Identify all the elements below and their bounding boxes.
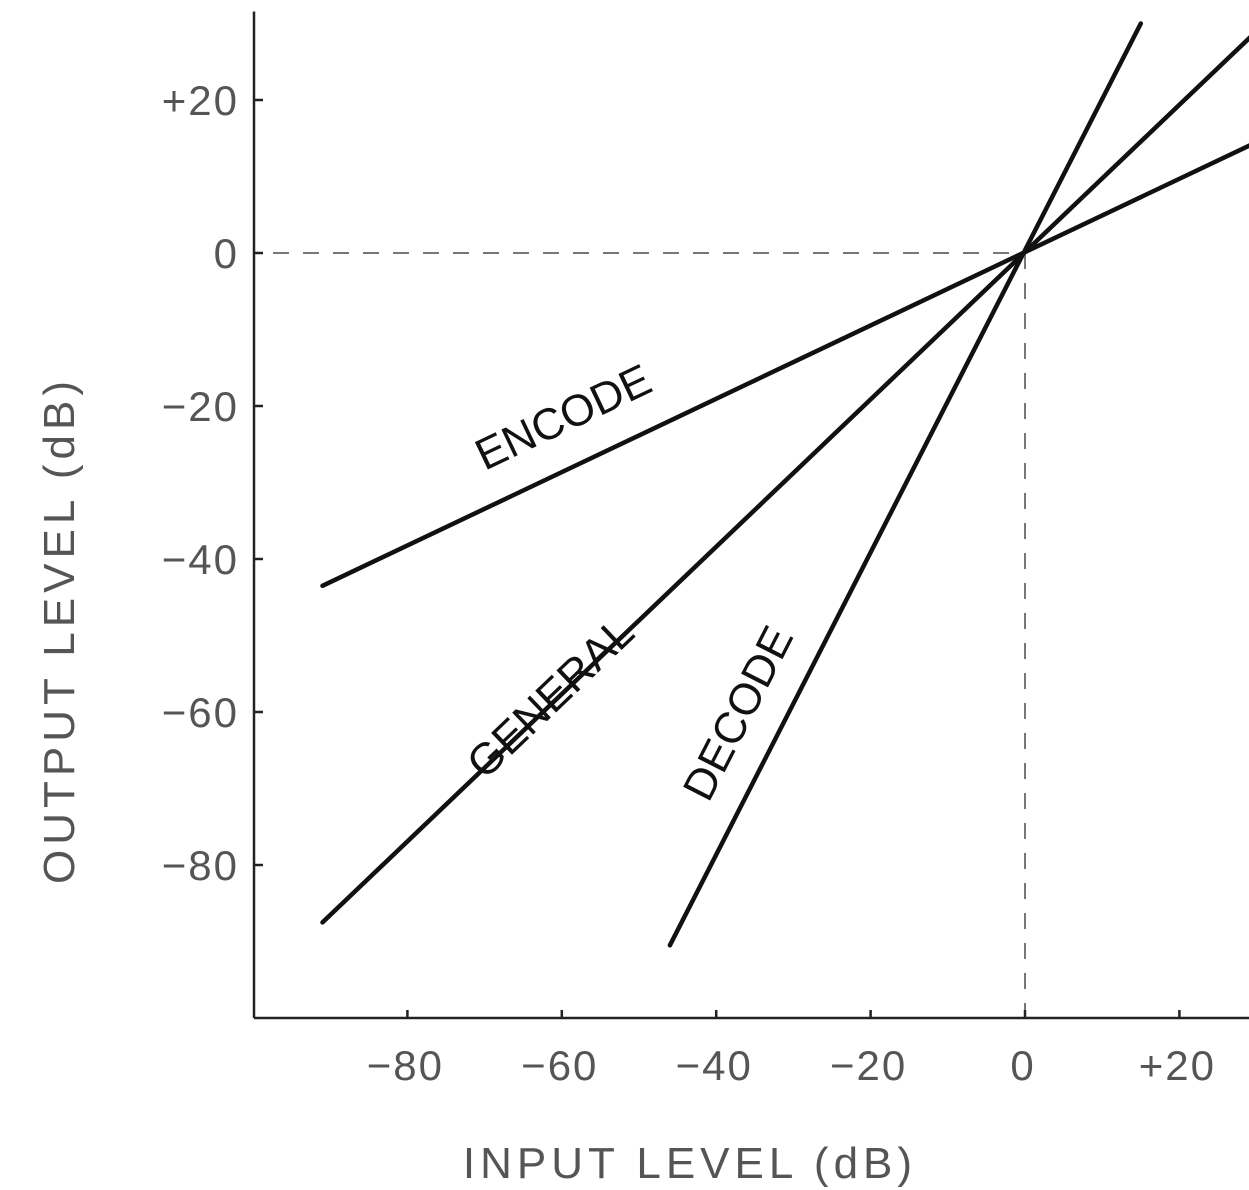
x-tick-label: −60: [521, 1042, 598, 1089]
series-label-decode: DECODE: [674, 618, 803, 808]
reference-guides: [273, 252, 1026, 1018]
y-tick-label: +20: [162, 77, 239, 124]
series-lines: [320, 21, 1249, 948]
x-tick-label: −20: [830, 1042, 907, 1089]
series-line-general: [320, 35, 1249, 925]
series-line-decode: [667, 21, 1144, 948]
series-labels: ENCODE GENERAL DECODE: [458, 355, 804, 808]
y-ticks: +20 0 −20 −40 −60 −80: [162, 77, 263, 889]
y-tick-label: −40: [162, 536, 239, 583]
x-axis-title: INPUT LEVEL (dB): [463, 1139, 917, 1188]
y-tick-label: −80: [162, 842, 239, 889]
y-tick-label: −60: [162, 689, 239, 736]
x-ticks: −80 −60 −40 −20 0 +20: [367, 1010, 1216, 1089]
axes: [252, 11, 1249, 1020]
x-tick-label: 0: [1010, 1042, 1035, 1089]
x-tick-label: −80: [367, 1042, 444, 1089]
series-label-encode: ENCODE: [468, 355, 659, 480]
x-tick-label: +20: [1139, 1042, 1216, 1089]
y-tick-label: 0: [214, 230, 239, 277]
series-label-general: GENERAL: [458, 607, 644, 788]
series-line-encode: [320, 143, 1249, 589]
y-axis-title: OUTPUT LEVEL (dB): [35, 376, 84, 884]
y-tick-label: −20: [162, 383, 239, 430]
x-tick-label: −40: [676, 1042, 753, 1089]
